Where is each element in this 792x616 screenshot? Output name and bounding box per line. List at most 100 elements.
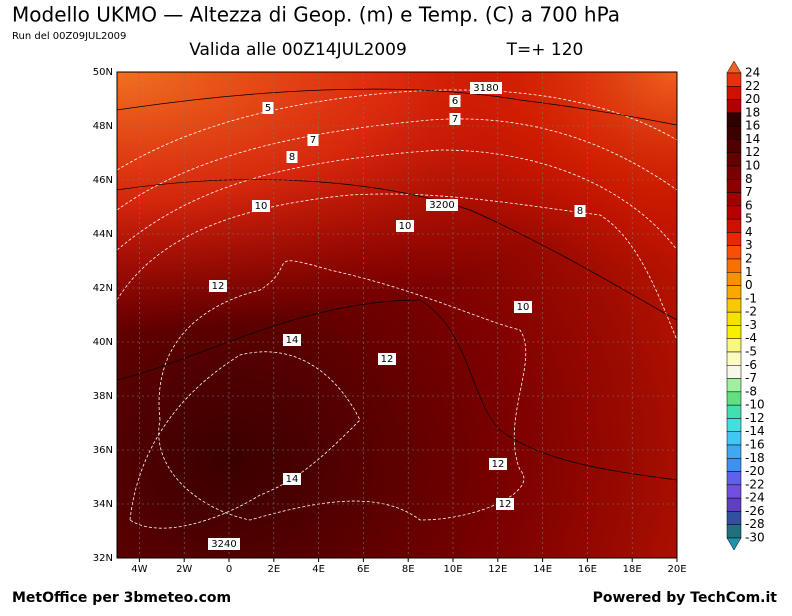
colorbar-box: [726, 298, 742, 313]
contour-label: 8: [289, 152, 295, 163]
contour-label-box: [514, 301, 532, 313]
colorbar-box: [726, 391, 742, 406]
colorbar-box: [726, 458, 742, 472]
contour-label: 12: [212, 281, 225, 292]
lon-label: 8E: [402, 564, 415, 575]
colorbar-box: [726, 258, 742, 273]
colorbar-label: -18: [745, 451, 765, 465]
contour-label-box: [396, 220, 414, 232]
colorbar-label: -16: [745, 438, 765, 452]
contour-label: 12: [492, 459, 505, 470]
contour-label: 3180: [473, 83, 498, 94]
colorbar-box: [726, 139, 742, 153]
contour-label: 10: [517, 302, 530, 313]
colorbar-label: 1: [745, 265, 753, 279]
colorbar-label: 7: [745, 185, 753, 199]
lat-label: 36N: [93, 445, 113, 456]
colorbar-box: [726, 511, 742, 525]
colorbar-box: [726, 272, 742, 286]
colorbar-box: [726, 418, 742, 432]
lon-label: 4W: [131, 564, 147, 575]
map-field: [117, 72, 677, 558]
run-date: Run del 00Z09JUL2009: [12, 31, 126, 42]
colorbar-label: 6: [745, 198, 753, 212]
lon-label: 18E: [623, 564, 642, 575]
graticule: [117, 72, 677, 558]
lead-time: T=+ 120: [506, 40, 584, 60]
colorbar-label: -20: [745, 464, 765, 478]
contour-label-box: [283, 473, 301, 485]
colorbar-box: [726, 99, 742, 114]
contour-label: 10: [255, 201, 268, 212]
contour-label: 7: [452, 114, 458, 125]
contour-label-box: [574, 205, 586, 217]
colorbar-box: [726, 365, 742, 379]
colorbar-bottom: [726, 537, 742, 551]
lon-label: 4E: [312, 564, 325, 575]
lat-label: 44N: [93, 229, 113, 240]
contour-label-box: [378, 353, 396, 365]
lon-label: 12E: [488, 564, 507, 575]
colorbar-label: -10: [745, 398, 765, 412]
colorbar-box: [726, 179, 742, 193]
colorbar-label: 20: [745, 92, 760, 106]
colorbar-label: -6: [745, 358, 757, 372]
contour-label-box: [449, 95, 461, 107]
colorbar-box: [726, 112, 742, 127]
colorbar-box: [726, 125, 742, 140]
colorbar-label: -8: [745, 384, 757, 398]
colorbar-box: [726, 378, 742, 393]
colorbar-box: [726, 205, 742, 220]
colorbar-box: [726, 86, 742, 100]
colorbar-box: [726, 497, 742, 512]
colorbar-box: [726, 524, 742, 539]
contour-label: 12: [499, 499, 512, 510]
colorbar-box: [726, 311, 742, 326]
colorbar-box: [726, 152, 742, 167]
colorbar-label: 5: [745, 212, 753, 226]
contour-label-box: [283, 334, 301, 346]
contour-label-box: [496, 498, 514, 510]
lat-label: 40N: [93, 337, 113, 348]
colorbar-label: -3: [745, 318, 757, 332]
lat-label: 46N: [93, 175, 113, 186]
colorbar-label: 24: [745, 66, 760, 80]
colorbar-box: [726, 484, 742, 499]
lat-label: 34N: [93, 499, 113, 510]
colorbar-label: -2: [745, 305, 757, 319]
colorbar-box: [726, 351, 742, 366]
contour-label: 5: [265, 103, 271, 114]
colorbar-box: [726, 471, 742, 486]
contour-label-box: [489, 458, 507, 470]
colorbar-top: [726, 60, 742, 74]
colorbar-label: 0: [745, 278, 753, 292]
colorbar-box: [726, 404, 742, 419]
colorbar: 2422201816141210876543210-1-2-3-4-5-6-7-…: [726, 60, 765, 551]
title: Modello UKMO — Altezza di Geop. (m) e Te…: [12, 3, 620, 27]
contour-label-box: [208, 538, 240, 550]
colorbar-label: 12: [745, 145, 760, 159]
colorbar-label: 2: [745, 252, 753, 266]
colorbar-label: -1: [745, 291, 757, 305]
colorbar-label: 10: [745, 159, 760, 173]
lon-label: 2E: [267, 564, 280, 575]
colorbar-label: 18: [745, 105, 760, 119]
contour-label-box: [286, 151, 298, 163]
colorbar-label: -28: [745, 517, 765, 531]
colorbar-box: [726, 165, 742, 180]
contour-label-box: [262, 102, 274, 114]
colorbar-box: [726, 72, 742, 87]
lon-label: 10E: [443, 564, 462, 575]
contour-label-box: [307, 134, 319, 146]
contour-label: 14: [286, 474, 299, 485]
contour-label-box: [209, 280, 227, 292]
colorbar-label: -5: [745, 345, 757, 359]
contour-label: 12: [381, 354, 394, 365]
colorbar-label: -4: [745, 331, 757, 345]
lon-label: 2W: [176, 564, 192, 575]
colorbar-box: [726, 338, 742, 353]
contour-label-box: [252, 200, 270, 212]
colorbar-box: [726, 325, 742, 339]
contour-label-box: [449, 113, 461, 125]
